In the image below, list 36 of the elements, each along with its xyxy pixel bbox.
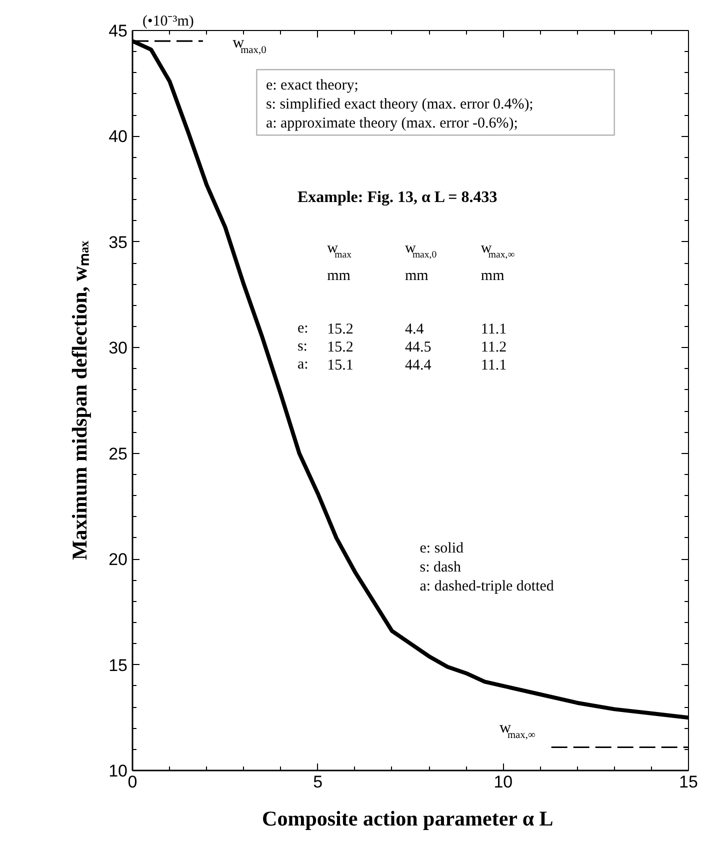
x-tick-label: 5: [313, 772, 323, 792]
annotation: e: exact theory;: [266, 77, 358, 94]
annotation: 11.1: [480, 358, 507, 374]
y-tick-label: 30: [108, 338, 128, 358]
annotation: e: solid: [420, 540, 464, 556]
x-axis-title: Composite action parameter α L: [262, 806, 554, 830]
y-axis-title: Maximum midspan deflection, wₘₐₓ: [68, 240, 92, 560]
annotation: Example: Fig. 13, α L = 8.433: [297, 189, 498, 206]
y-tick-label: 35: [108, 232, 128, 252]
annotation: e:: [297, 320, 308, 337]
annotation: a: dashed-triple dotted: [420, 578, 554, 595]
annotation: s: simplified exact theory (max. error 0.4%);: [266, 96, 534, 112]
annotation: 11.2: [480, 340, 507, 356]
annotation: a:: [297, 356, 308, 373]
annotation: 4.4: [404, 322, 424, 338]
annotation: mm: [480, 268, 505, 284]
annotation: a: approximate theory (max. error -0.6%);: [266, 116, 518, 132]
x-tick-label: 15: [679, 772, 698, 792]
annotation: s: dash: [420, 560, 462, 576]
x-tick-label: 10: [494, 772, 513, 792]
annotation: 15.2: [327, 322, 354, 338]
annotation: mm: [404, 268, 429, 284]
y-tick-label: 20: [108, 550, 128, 570]
annotation: 15.1: [327, 358, 354, 374]
annotation: 44.5: [404, 340, 432, 356]
annotation: mm: [327, 268, 351, 284]
y-tick-label: 40: [108, 127, 128, 146]
chart-subtitle: (•10⁻³m): [142, 14, 194, 30]
x-tick-label: 0: [128, 772, 138, 792]
annotation: 15.2: [327, 340, 354, 356]
annotation: s:: [297, 338, 308, 355]
y-tick-label: 25: [108, 444, 128, 464]
y-tick-label: 15: [108, 656, 128, 675]
annotation: 44.4: [404, 358, 432, 374]
y-tick-label: 45: [108, 22, 128, 40]
annotation: 11.1: [480, 322, 507, 338]
